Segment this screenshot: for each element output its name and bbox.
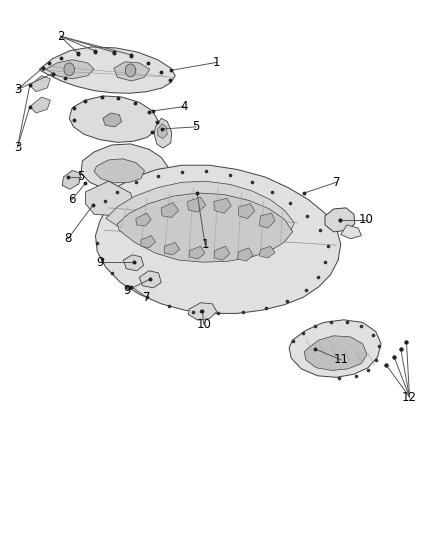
Circle shape <box>64 63 74 76</box>
Polygon shape <box>39 47 175 93</box>
Text: 4: 4 <box>180 100 188 113</box>
Polygon shape <box>187 197 206 212</box>
Polygon shape <box>161 203 179 217</box>
Circle shape <box>125 64 136 77</box>
Polygon shape <box>106 181 294 260</box>
Polygon shape <box>158 124 167 139</box>
Polygon shape <box>124 255 144 271</box>
Text: 1: 1 <box>213 56 221 69</box>
Polygon shape <box>94 159 145 183</box>
Text: 9: 9 <box>123 284 131 297</box>
Text: 7: 7 <box>143 291 151 304</box>
Text: 6: 6 <box>68 193 76 206</box>
Polygon shape <box>69 96 159 142</box>
Text: 2: 2 <box>57 30 64 43</box>
Polygon shape <box>46 60 94 79</box>
Polygon shape <box>189 246 205 259</box>
Text: 11: 11 <box>333 353 348 366</box>
Polygon shape <box>103 113 122 127</box>
Polygon shape <box>341 225 361 239</box>
Polygon shape <box>304 336 367 370</box>
Text: 1: 1 <box>201 238 209 251</box>
Text: 10: 10 <box>358 213 373 226</box>
Polygon shape <box>139 271 161 288</box>
Polygon shape <box>164 243 180 255</box>
Polygon shape <box>62 171 81 189</box>
Polygon shape <box>136 213 151 226</box>
Polygon shape <box>30 76 50 92</box>
Text: 12: 12 <box>402 391 417 403</box>
Polygon shape <box>237 248 253 261</box>
Text: 5: 5 <box>193 120 200 133</box>
Polygon shape <box>117 193 293 262</box>
Text: 9: 9 <box>96 256 104 269</box>
Polygon shape <box>114 62 150 81</box>
Text: 10: 10 <box>196 318 211 330</box>
Polygon shape <box>95 165 341 313</box>
Polygon shape <box>188 303 217 320</box>
Text: 3: 3 <box>14 83 21 96</box>
Polygon shape <box>325 208 355 232</box>
Polygon shape <box>141 236 155 248</box>
Text: 8: 8 <box>64 232 71 245</box>
Polygon shape <box>214 198 231 213</box>
Polygon shape <box>259 246 275 258</box>
Polygon shape <box>30 97 50 113</box>
Polygon shape <box>289 320 381 377</box>
Polygon shape <box>81 144 169 192</box>
Polygon shape <box>259 213 275 228</box>
Polygon shape <box>85 181 135 216</box>
Polygon shape <box>215 246 230 260</box>
Polygon shape <box>239 204 255 219</box>
Text: 3: 3 <box>14 141 21 154</box>
Text: 7: 7 <box>332 176 340 189</box>
Polygon shape <box>154 118 172 148</box>
Text: 5: 5 <box>78 171 85 183</box>
